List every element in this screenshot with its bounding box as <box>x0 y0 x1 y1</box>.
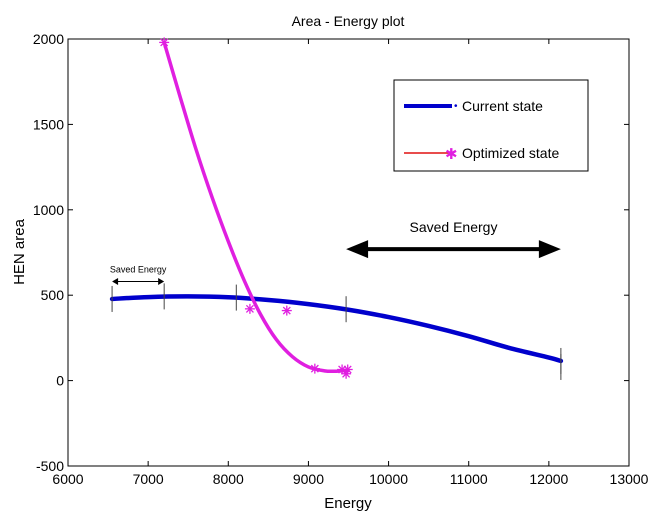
saved-energy-arrow-large <box>346 240 561 259</box>
series-optimized-state-line <box>162 40 349 374</box>
series-current-state-line <box>109 294 564 364</box>
legend-current-label: Current state <box>462 98 543 114</box>
legend-optimized-label: Optimized state <box>462 145 559 161</box>
series-optimized-state-point <box>342 364 353 375</box>
x-tick-label: 7000 <box>133 471 164 487</box>
plot-frame <box>67 38 630 467</box>
y-tick-label: 1000 <box>33 202 64 218</box>
x-tick-label: 10000 <box>369 471 408 487</box>
series-optimized-state-point <box>159 37 170 48</box>
y-tick-label: 500 <box>41 287 65 303</box>
series-optimized-state-point <box>341 368 352 379</box>
x-tick-label: 6000 <box>52 471 83 487</box>
saved-energy-label: Saved Energy <box>410 219 498 235</box>
legend-box <box>393 79 589 172</box>
y-tick-label: -500 <box>36 458 64 474</box>
y-tick-label: 2000 <box>33 31 64 47</box>
series-optimized-state-point <box>244 303 255 314</box>
series-optimized-state-point <box>281 305 292 316</box>
x-tick-label: 8000 <box>213 471 244 487</box>
series-optimized-state-point <box>309 363 320 374</box>
saved-energy-label: Saved Energy <box>110 265 167 275</box>
x-axis-label: Energy <box>324 495 372 512</box>
legend-optimized-marker: ✱ <box>445 146 458 163</box>
y-tick-label: 0 <box>56 373 64 389</box>
x-tick-label: 13000 <box>610 471 649 487</box>
legend-current-marker: • <box>454 101 458 112</box>
x-tick-label: 12000 <box>529 471 568 487</box>
y-tick-label: 1500 <box>33 116 64 132</box>
y-axis-ticks: -500 0 500 1000 1500 2000 <box>33 31 629 474</box>
x-axis-ticks: 6000 7000 8000 9000 10000 11000 12000 13000 <box>52 39 649 487</box>
saved-energy-annotations: Saved Energy Saved Energy <box>110 219 561 286</box>
saved-energy-arrow-small <box>112 278 165 286</box>
plot-area <box>109 37 564 380</box>
y-axis-label: HEN area <box>11 218 28 285</box>
chart-title: Area - Energy plot <box>292 13 405 29</box>
legend: • Current state ✱ Optimized state <box>393 79 589 172</box>
x-tick-label: 9000 <box>293 471 324 487</box>
x-tick-label: 11000 <box>450 471 488 487</box>
